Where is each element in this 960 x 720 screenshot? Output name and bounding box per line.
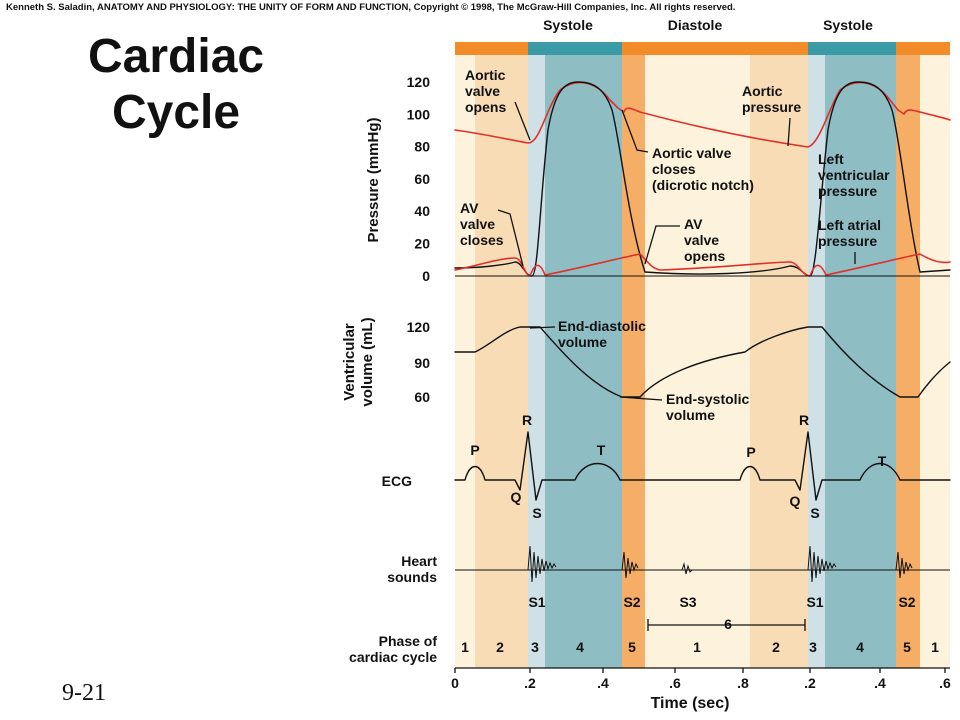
time-tick-label: .4 [597, 675, 609, 691]
annotation: Aortic [465, 67, 506, 83]
phase-number: 3 [809, 639, 817, 655]
time-tick-label: .6 [939, 675, 951, 691]
phase-bar-label: Systole [543, 17, 593, 33]
ecg-wave-label: Q [790, 493, 801, 509]
annotation: AV [460, 200, 479, 216]
ecg-wave-label: R [799, 412, 809, 428]
phase-number: 2 [772, 639, 780, 655]
annotation: closes [460, 232, 504, 248]
ecg-wave-label: T [878, 453, 887, 469]
row-label: ECG [382, 473, 412, 489]
annotation: Aortic valve [652, 145, 732, 161]
phase-number: 1 [931, 639, 939, 655]
ecg-wave-label: P [470, 442, 479, 458]
time-tick-label: .6 [669, 675, 681, 691]
pressure-tick-label: 80 [414, 139, 430, 155]
annotation: volume [558, 334, 607, 350]
annotation: AV [684, 216, 703, 232]
time-tick-label: 0 [451, 675, 459, 691]
phase-number: 4 [576, 639, 584, 655]
time-tick-label: .4 [874, 675, 886, 691]
phase-number: 6 [724, 616, 732, 632]
pressure-tick-label: 40 [414, 203, 430, 219]
row-label: Ventricular [341, 323, 358, 401]
annotation: End-diastolic [558, 318, 646, 334]
time-tick-label: .2 [524, 675, 536, 691]
phase-number: 5 [903, 639, 911, 655]
annotation: (dicrotic notch) [652, 177, 754, 193]
time-axis-label: Time (sec) [651, 695, 730, 712]
phase-bands [455, 55, 950, 668]
ventricular-pressure-curve [454, 81, 951, 277]
annotation: pressure [818, 233, 877, 249]
copyright: Kenneth S. Saladin, ANATOMY AND PHYSIOLO… [6, 2, 735, 13]
annotation: valve [460, 216, 495, 232]
annotation: opens [684, 248, 725, 264]
annotation: opens [465, 99, 506, 115]
annotation: volume [666, 407, 715, 423]
heart-sound-label: S2 [623, 594, 640, 610]
time-tick-label: .8 [737, 675, 749, 691]
phase-number: 1 [693, 639, 701, 655]
heart-sound-label: S2 [898, 594, 915, 610]
annotation: End-systolic [666, 391, 749, 407]
phase-number: 5 [628, 639, 636, 655]
heart-sound-label: S1 [806, 594, 823, 610]
phase-number: 4 [856, 639, 864, 655]
heart-sound-trace [455, 545, 950, 583]
annotation: Left [818, 151, 844, 167]
phase-bar-label: Systole [823, 17, 873, 33]
volume-tick-label: 120 [407, 319, 431, 335]
phase-bar-label: Diastole [668, 17, 723, 33]
pressure-tick-label: 100 [407, 106, 431, 122]
pressure-tick-label: 120 [407, 74, 431, 90]
ecg-wave-label: R [522, 412, 532, 428]
slide-number: 9-21 [62, 680, 106, 706]
annotation: valve [684, 232, 719, 248]
phase-number: 3 [531, 639, 539, 655]
volume-tick-label: 90 [414, 355, 430, 371]
annotation: pressure [742, 99, 801, 115]
annotation: closes [652, 161, 696, 177]
heart-sound-label: S3 [679, 594, 696, 610]
pressure-tick-label: 20 [414, 236, 430, 252]
ecg-wave-label: T [597, 442, 606, 458]
row-label: sounds [387, 569, 437, 585]
phase-bar [455, 42, 950, 55]
ecg-wave-label: P [746, 444, 755, 460]
row-label: cardiac cycle [349, 649, 437, 665]
time-tick-label: .2 [804, 675, 816, 691]
annotation: valve [465, 83, 500, 99]
pressure-tick-label: 0 [422, 268, 430, 284]
annotation: Left atrial [818, 217, 881, 233]
pressure-tick-label: 60 [414, 171, 430, 187]
row-label: volume (mL) [359, 317, 376, 406]
row-label: Heart [401, 553, 437, 569]
volume-tick-label: 60 [414, 389, 430, 405]
ecg-wave-label: Q [511, 489, 522, 505]
atrial-pressure-curve [454, 253, 951, 277]
labels: Kenneth S. Saladin, ANATOMY AND PHYSIOLO… [6, 2, 951, 712]
leader-lines [454, 101, 950, 673]
ecg-wave-label: S [810, 505, 819, 521]
annotation: ventricular [818, 167, 890, 183]
ecg-curve [454, 431, 951, 501]
title-line: Cycle [112, 86, 240, 139]
aortic-pressure-curve [454, 81, 951, 148]
title-line: Cardiac [88, 30, 264, 83]
row-label: Pressure (mmHg) [365, 117, 382, 242]
annotation: pressure [818, 183, 877, 199]
row-label: Phase of [379, 633, 438, 649]
phase-number: 1 [461, 639, 469, 655]
annotation: Aortic [742, 83, 783, 99]
ecg-wave-label: S [532, 505, 541, 521]
heart-sound-label: S1 [528, 594, 545, 610]
phase-number: 2 [496, 639, 504, 655]
